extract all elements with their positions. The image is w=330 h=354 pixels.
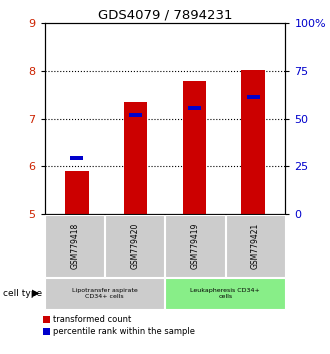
- Text: ▶: ▶: [32, 288, 40, 298]
- Bar: [241, 70, 265, 214]
- Text: GSM779419: GSM779419: [191, 222, 200, 269]
- Bar: [247, 95, 260, 99]
- Title: GDS4079 / 7894231: GDS4079 / 7894231: [98, 9, 232, 22]
- Text: GSM779418: GSM779418: [70, 223, 79, 269]
- Bar: [70, 156, 83, 160]
- Text: transformed count: transformed count: [53, 315, 131, 324]
- Bar: [129, 113, 142, 117]
- Bar: [124, 102, 148, 214]
- Bar: [188, 106, 201, 110]
- Bar: [65, 171, 89, 214]
- Text: cell type: cell type: [3, 289, 43, 298]
- Text: GSM779421: GSM779421: [251, 223, 260, 269]
- Text: Lipotransfer aspirate
CD34+ cells: Lipotransfer aspirate CD34+ cells: [72, 288, 138, 298]
- Text: percentile rank within the sample: percentile rank within the sample: [53, 327, 195, 336]
- Bar: [182, 81, 206, 214]
- Text: Leukapheresis CD34+
cells: Leukapheresis CD34+ cells: [190, 288, 260, 298]
- Text: GSM779420: GSM779420: [130, 222, 139, 269]
